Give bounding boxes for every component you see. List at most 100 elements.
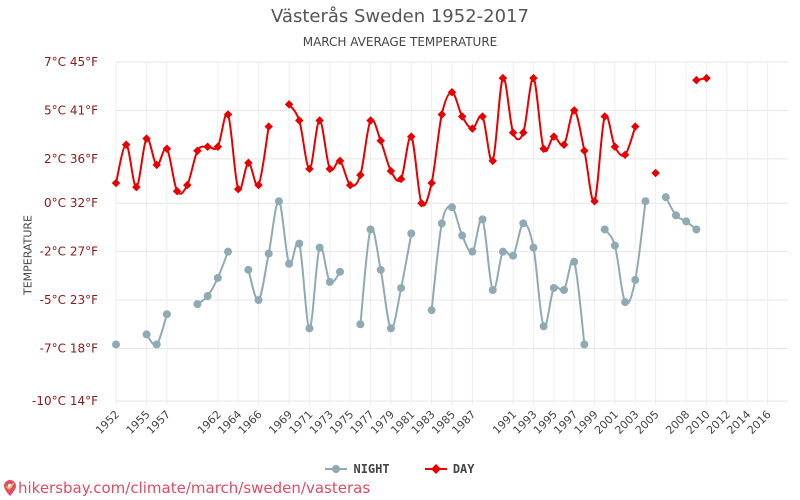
- data-point-day[interactable]: [519, 128, 528, 137]
- data-point-day[interactable]: [356, 170, 365, 180]
- data-point-day[interactable]: [437, 110, 447, 119]
- data-point-day[interactable]: [498, 73, 508, 83]
- data-point-day[interactable]: [223, 110, 233, 119]
- data-point-day[interactable]: [345, 180, 355, 190]
- data-point-night[interactable]: [142, 330, 151, 339]
- data-point-night[interactable]: [295, 239, 304, 248]
- data-point-night[interactable]: [580, 340, 589, 349]
- data-point-night[interactable]: [682, 217, 691, 226]
- data-point-day[interactable]: [203, 142, 212, 151]
- data-point-day[interactable]: [386, 166, 396, 176]
- data-point-night[interactable]: [621, 298, 630, 307]
- data-point-day[interactable]: [417, 198, 426, 208]
- data-point-night[interactable]: [376, 265, 385, 274]
- data-point-day[interactable]: [121, 140, 131, 149]
- data-point-night[interactable]: [305, 324, 314, 333]
- data-point-day[interactable]: [610, 142, 620, 151]
- data-point-day[interactable]: [457, 112, 467, 121]
- data-point-day[interactable]: [376, 136, 385, 145]
- source-link[interactable]: hikersbay.com/climate/march/sweden/vaste…: [4, 479, 370, 497]
- data-point-day[interactable]: [488, 156, 497, 166]
- data-point-night[interactable]: [366, 225, 375, 234]
- data-point-night[interactable]: [224, 247, 232, 256]
- data-point-night[interactable]: [407, 229, 416, 238]
- data-point-night[interactable]: [244, 265, 253, 274]
- data-point-day[interactable]: [254, 180, 263, 190]
- data-point-night[interactable]: [692, 225, 701, 234]
- data-point-day[interactable]: [529, 73, 538, 83]
- data-point-day[interactable]: [651, 168, 660, 178]
- data-point-day[interactable]: [325, 164, 335, 174]
- legend-item-night[interactable]: NIGHT: [325, 462, 390, 476]
- data-point-day[interactable]: [427, 178, 436, 188]
- data-point-day[interactable]: [447, 88, 457, 97]
- data-point-night[interactable]: [570, 257, 579, 266]
- data-point-night[interactable]: [193, 300, 202, 309]
- data-point-day[interactable]: [407, 132, 416, 141]
- data-point-night[interactable]: [560, 285, 568, 294]
- data-point-day[interactable]: [335, 156, 345, 166]
- data-point-night[interactable]: [315, 243, 324, 252]
- data-point-night[interactable]: [509, 251, 518, 260]
- data-point-night[interactable]: [336, 267, 344, 276]
- data-point-night[interactable]: [498, 247, 507, 256]
- data-point-night[interactable]: [448, 203, 456, 212]
- data-point-night[interactable]: [254, 296, 263, 305]
- data-point-night[interactable]: [264, 249, 273, 258]
- data-point-night[interactable]: [661, 193, 670, 202]
- data-point-day[interactable]: [111, 178, 121, 188]
- data-point-day[interactable]: [366, 116, 375, 125]
- data-point-day[interactable]: [172, 186, 182, 196]
- data-point-day[interactable]: [559, 140, 569, 149]
- data-point-day[interactable]: [142, 134, 151, 143]
- legend-item-day[interactable]: DAY: [424, 462, 475, 476]
- data-point-day[interactable]: [162, 144, 172, 154]
- data-point-day[interactable]: [132, 182, 141, 192]
- data-point-day[interactable]: [315, 116, 324, 125]
- data-point-night[interactable]: [529, 243, 538, 252]
- data-point-day[interactable]: [692, 75, 701, 85]
- data-point-night[interactable]: [213, 273, 222, 282]
- data-point-day[interactable]: [478, 112, 487, 121]
- data-point-day[interactable]: [396, 174, 406, 184]
- data-point-day[interactable]: [193, 146, 202, 156]
- data-point-night[interactable]: [478, 215, 487, 224]
- data-point-night[interactable]: [631, 275, 640, 284]
- data-point-day[interactable]: [620, 150, 630, 160]
- data-point-night[interactable]: [600, 225, 609, 234]
- data-point-night[interactable]: [285, 259, 294, 268]
- data-point-day[interactable]: [233, 184, 243, 194]
- data-point-night[interactable]: [152, 340, 161, 349]
- data-point-day[interactable]: [580, 146, 589, 156]
- data-point-night[interactable]: [397, 283, 406, 292]
- data-point-night[interactable]: [356, 320, 365, 329]
- data-point-day[interactable]: [183, 180, 192, 190]
- data-point-day[interactable]: [152, 160, 161, 170]
- data-point-day[interactable]: [284, 100, 294, 109]
- data-point-night[interactable]: [427, 306, 436, 315]
- data-point-day[interactable]: [244, 158, 253, 168]
- data-point-night[interactable]: [610, 241, 619, 250]
- data-point-night[interactable]: [539, 322, 548, 331]
- data-point-night[interactable]: [458, 231, 467, 240]
- data-point-day[interactable]: [702, 73, 711, 83]
- data-point-day[interactable]: [508, 128, 518, 137]
- data-point-night[interactable]: [325, 277, 334, 286]
- data-point-night[interactable]: [386, 324, 395, 333]
- data-point-night[interactable]: [274, 197, 283, 206]
- data-point-night[interactable]: [468, 247, 477, 256]
- data-point-night[interactable]: [672, 211, 680, 220]
- data-point-night[interactable]: [112, 340, 120, 349]
- data-point-night[interactable]: [641, 197, 650, 206]
- data-point-day[interactable]: [305, 164, 314, 174]
- data-point-day[interactable]: [213, 142, 223, 151]
- data-point-day[interactable]: [631, 122, 640, 131]
- data-point-night[interactable]: [203, 292, 212, 301]
- data-point-day[interactable]: [295, 116, 304, 125]
- data-point-night[interactable]: [488, 285, 497, 294]
- data-point-day[interactable]: [264, 122, 273, 131]
- data-point-night[interactable]: [519, 219, 528, 228]
- data-point-night[interactable]: [549, 283, 558, 292]
- data-point-night[interactable]: [162, 310, 171, 319]
- data-point-night[interactable]: [437, 219, 446, 228]
